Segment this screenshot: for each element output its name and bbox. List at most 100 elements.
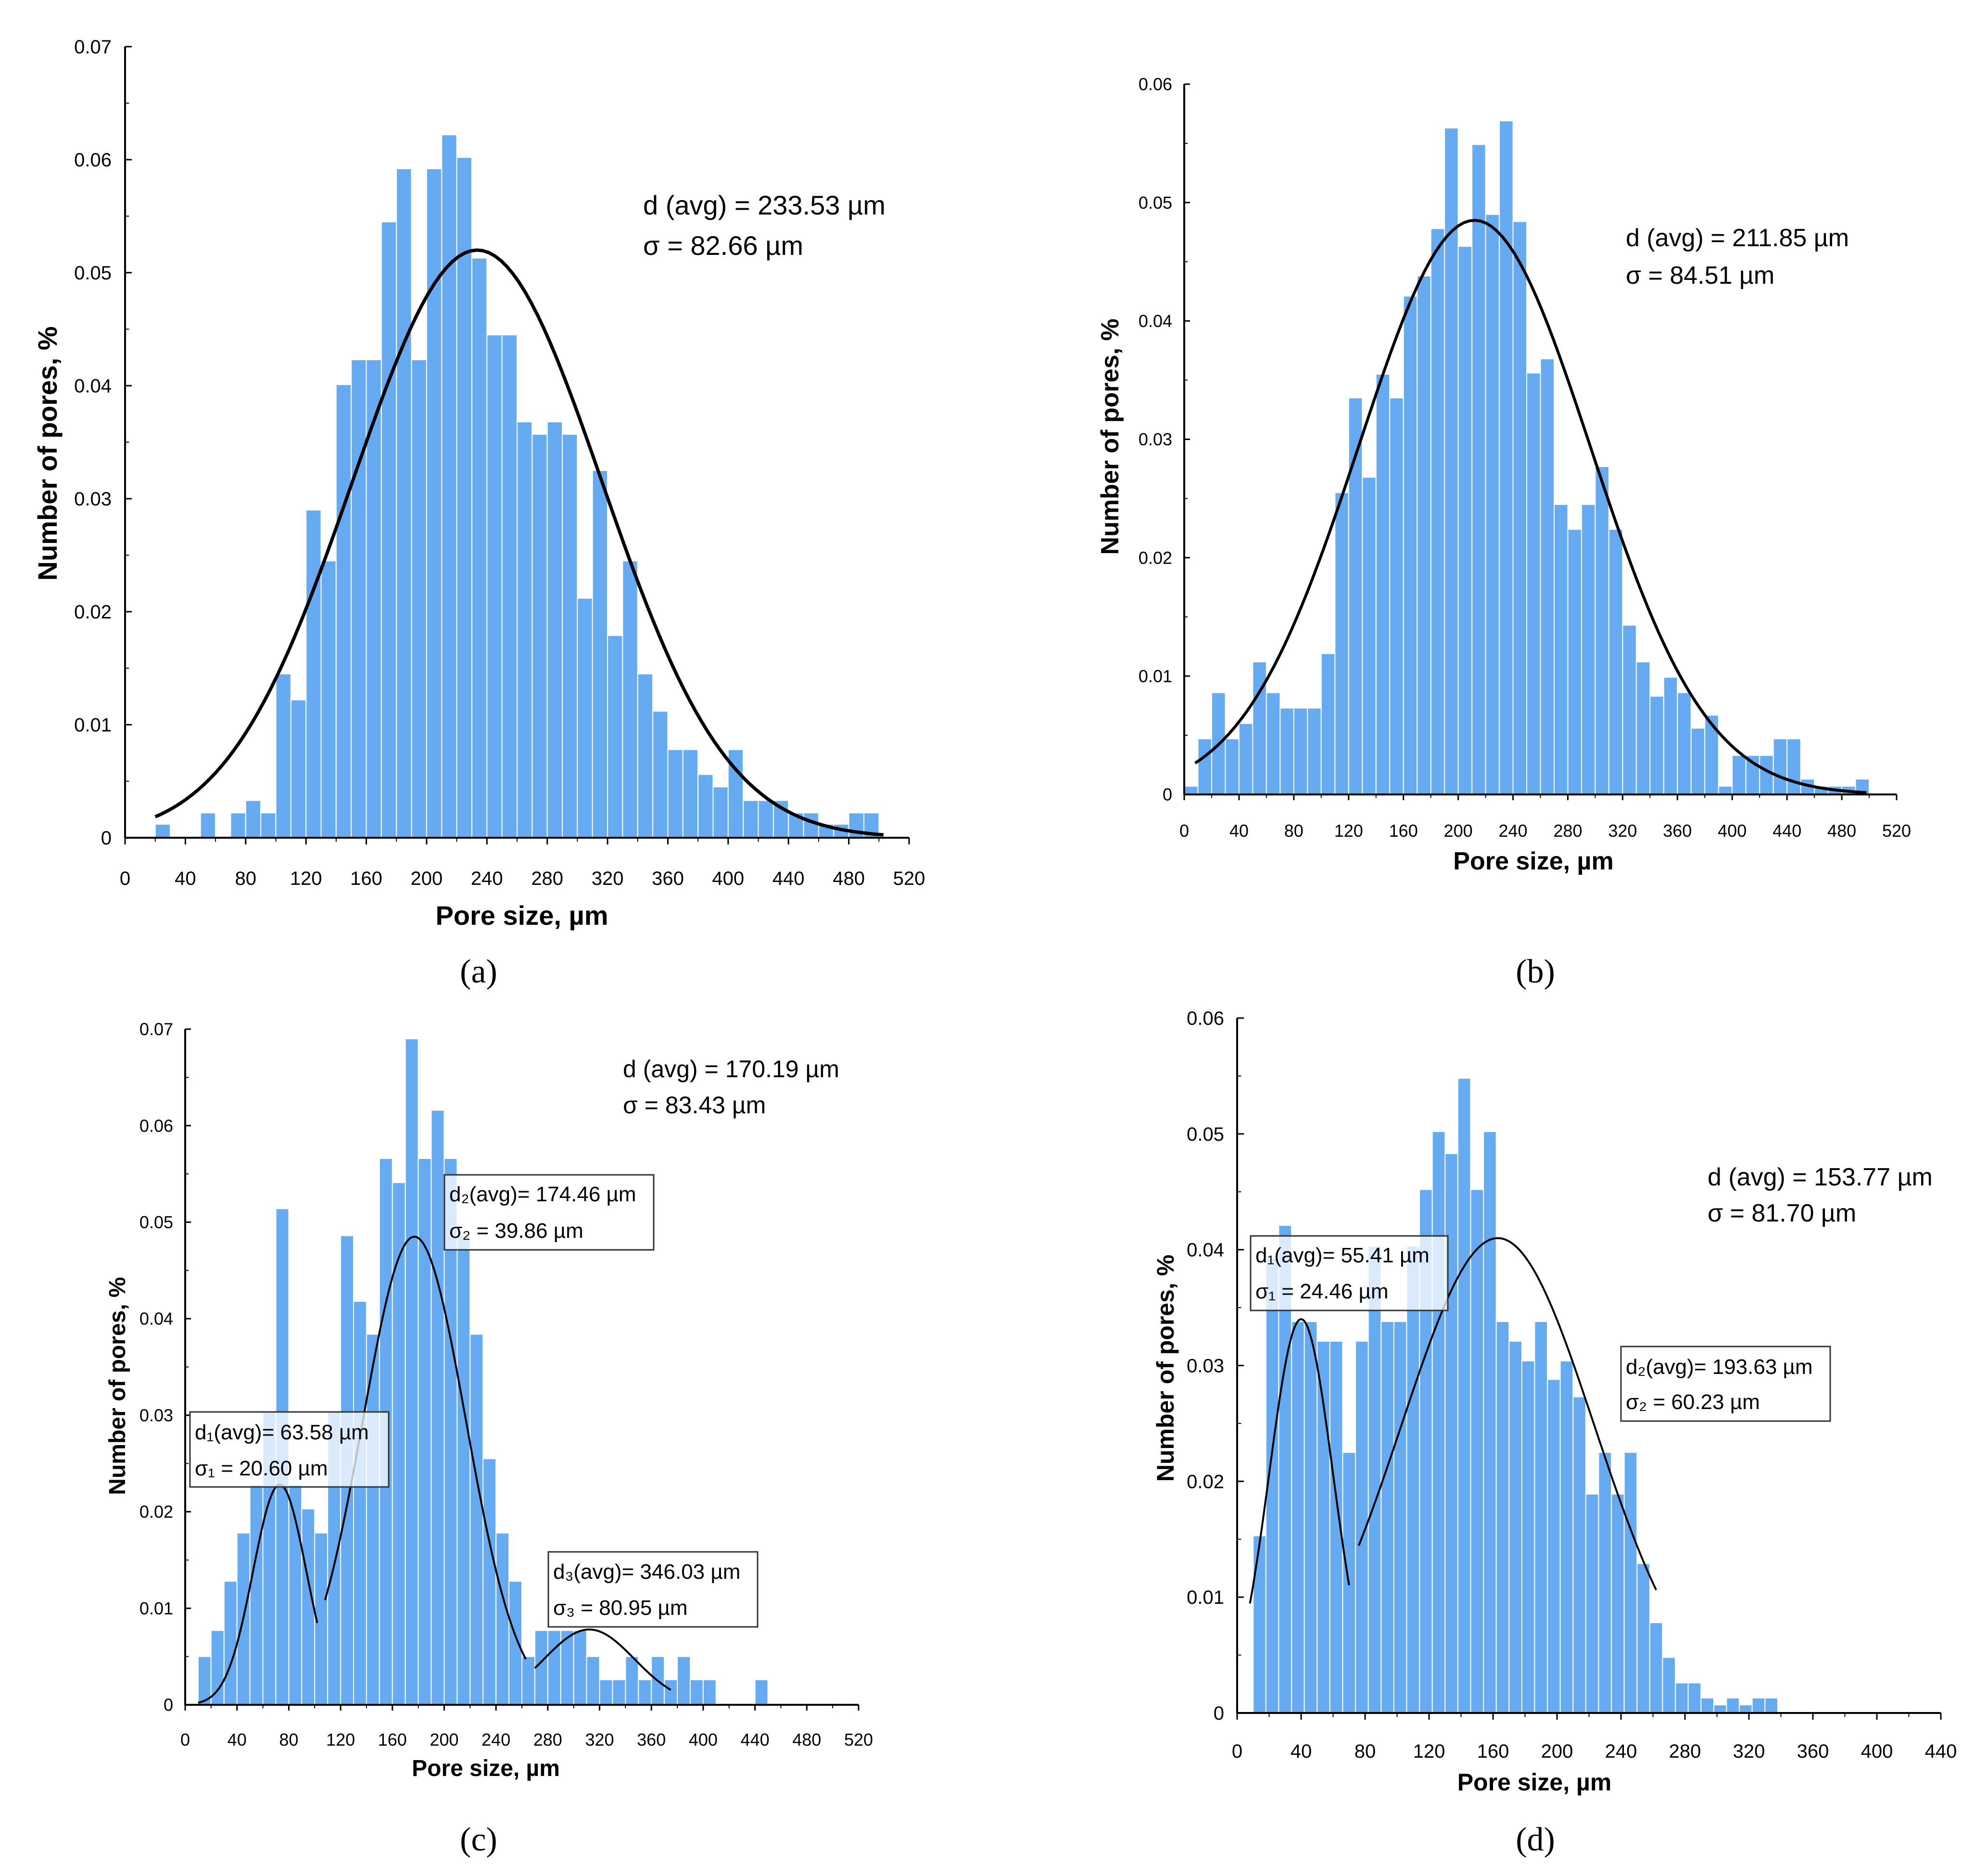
histogram-bar [1291, 1321, 1305, 1713]
y-tick-labels: 0 0.01 0.02 0.03 0.04 0.05 0.06 0.07 [74, 37, 112, 849]
x-tick-label: 440 [772, 868, 805, 889]
x-tick-label: 360 [1663, 821, 1692, 841]
fit-curves [154, 248, 884, 837]
x-tick-label: 200 [1541, 1741, 1573, 1762]
annotation-line: σ = 82.66 µm [643, 230, 803, 261]
histogram-bar [320, 560, 337, 839]
axes-group [1183, 83, 1898, 800]
axes-group [1236, 1017, 1942, 1720]
x-tick-label: 0 [180, 1730, 190, 1750]
histogram-bar [803, 812, 819, 839]
x-tick-label: 200 [411, 868, 443, 889]
x-tick-label: 480 [1827, 821, 1856, 841]
histogram-bar [230, 812, 246, 839]
annotation-line: d (avg) = 153.77 µm [1708, 1163, 1933, 1191]
annotation-box-d3: d₃(avg)= 346.03 µm σ₃ = 80.95 µm [547, 1551, 759, 1628]
histogram-bar [1512, 221, 1527, 795]
histogram-bar [1751, 1697, 1766, 1713]
annotation-line: σ₂ = 39.86 µm [449, 1219, 583, 1243]
histogram-bar [1304, 1321, 1318, 1713]
histogram-bar [1367, 1246, 1382, 1713]
y-tick-label: 0.02 [1139, 548, 1172, 567]
histogram-bar [1623, 1452, 1638, 1714]
histogram-bar [1713, 1704, 1727, 1714]
histogram-bar [758, 800, 774, 838]
histogram-bar [1317, 1340, 1330, 1713]
x-tick-label: 360 [1797, 1741, 1829, 1762]
x-tick-label: 120 [1413, 1741, 1445, 1762]
x-tick-label: 40 [228, 1730, 247, 1750]
panel-label: (d) [1516, 1821, 1555, 1858]
histogram-bar [1608, 529, 1623, 795]
x-tick-label: 120 [290, 868, 322, 889]
histogram-bar [1726, 1697, 1740, 1713]
histogram-bar [1406, 1246, 1420, 1713]
histogram-bar [1759, 755, 1774, 795]
chart-panel-c: 0 40 80 120 160 200 240 280 320 360 400 440 480 520 0… [105, 1020, 873, 1858]
histogram-bar [1526, 372, 1541, 795]
x-tick-label: 320 [585, 1730, 614, 1750]
histogram-bar [1253, 1535, 1266, 1713]
histogram-bar [486, 334, 503, 839]
annotation-line: σ₁ = 20.60 µm [195, 1457, 328, 1480]
histogram-bar [652, 710, 669, 839]
histogram-bar [1687, 1682, 1702, 1713]
y-tick-label: 0.02 [139, 1502, 173, 1522]
x-tick-label: 160 [350, 868, 382, 889]
histogram-bar [1417, 275, 1431, 795]
x-tick-label: 360 [637, 1730, 666, 1750]
panel-label: (c) [460, 1821, 497, 1858]
histogram-bar [210, 1630, 225, 1705]
histogram-bar [392, 1182, 406, 1706]
histogram-bar [677, 1656, 691, 1706]
histogram-bar [430, 1109, 445, 1706]
histogram-bar [1471, 144, 1486, 795]
y-tick-label: 0.06 [1139, 75, 1172, 94]
histogram-bar [1677, 692, 1692, 795]
fit-curve [198, 1484, 318, 1704]
annotation-line: d (avg) = 233.53 µm [643, 190, 886, 220]
y-tick-label: 0.06 [139, 1116, 173, 1135]
histogram-bar [1598, 1452, 1612, 1714]
annotation-line: σ₃ = 80.95 µm [553, 1596, 688, 1620]
histogram-bar [1649, 1622, 1663, 1713]
histogram-bar [335, 384, 352, 838]
histogram-bar [521, 1656, 535, 1706]
histogram-bar [1380, 1321, 1394, 1713]
y-tick-label: 0.01 [1187, 1587, 1224, 1608]
x-tick-label: 240 [1605, 1741, 1637, 1762]
chart-panel-b: 0 40 80 120 160 200 240 280 320 360 400 440 480 520 0… [1096, 75, 1911, 990]
histogram-bar [599, 1679, 613, 1706]
annotation-line: σ = 81.70 µm [1708, 1199, 1856, 1227]
y-tick-label: 0.04 [74, 376, 112, 397]
histogram-bar [1393, 1321, 1407, 1713]
x-tick-label: 520 [844, 1730, 873, 1750]
histogram-bar [1540, 358, 1555, 795]
x-tick-label: 480 [792, 1730, 821, 1750]
histogram-bar [223, 1581, 238, 1706]
histogram-bar [1444, 127, 1459, 795]
histogram-bar [380, 221, 397, 838]
histogram-bar [351, 359, 367, 838]
x-tick-label: 520 [1882, 821, 1911, 841]
fit-curve [534, 1628, 671, 1691]
histogram-bar [562, 434, 578, 838]
x-tick-label: 320 [1608, 821, 1637, 841]
x-tick-label: 520 [893, 868, 925, 889]
panel-label: (a) [460, 953, 497, 990]
histogram-bar [664, 1679, 678, 1706]
x-tick-label: 40 [1291, 1741, 1312, 1762]
annotation-line: σ₁ = 24.46 µm [1255, 1280, 1388, 1303]
fit-curve [154, 248, 884, 837]
x-tick-label: 0 [120, 868, 130, 889]
histogram-bar [1499, 120, 1514, 795]
fit-curves [1249, 1237, 1658, 1604]
histogram-bar [275, 673, 291, 839]
axes-group [184, 1028, 860, 1711]
x-axis-label: Pore size, µm [1453, 847, 1613, 875]
histogram-bar [1403, 295, 1418, 795]
x-tick-label: 200 [430, 1730, 458, 1750]
histogram-bar [1508, 1340, 1522, 1713]
annotation-overall: d (avg) = 170.19 µm σ = 83.43 µm [623, 1056, 839, 1119]
